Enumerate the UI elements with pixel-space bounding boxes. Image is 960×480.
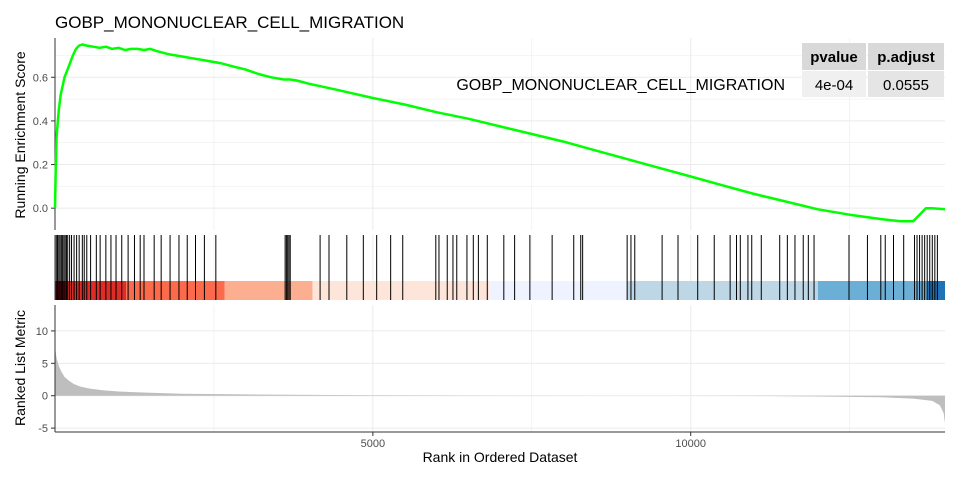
rank-gradient-band [312, 281, 490, 300]
rank-gradient-bar [55, 281, 945, 300]
padjust-header-cell [868, 43, 944, 70]
metric-y-tick-label: -5 [38, 423, 48, 435]
x-tick-label: 5000 [361, 438, 385, 450]
rank-gradient-band [224, 281, 313, 300]
x-tick-label: 10000 [675, 438, 706, 450]
metric-area [55, 347, 945, 424]
ranked-metric-area [55, 347, 945, 424]
enrichment-series [53, 43, 946, 223]
gene-set-label: GOBP_MONONUCLEAR_CELL_MIGRATION [456, 77, 785, 94]
x-axis-ticks: 5000 10000 [361, 432, 706, 450]
rank-gradient-band [489, 281, 628, 300]
enrichment-y-tick-label: 0.4 [33, 116, 48, 128]
enrichment-score-panel: 0.0 0.2 0.4 0.6 Running Enrichment Score GO… [12, 38, 946, 230]
padjust-value: 0.0555 [883, 77, 929, 94]
metric-axes: -5 0 5 10 [36, 305, 945, 435]
pvalue-header: pvalue [810, 49, 858, 66]
pvalue-value: 4e-04 [815, 77, 853, 94]
metric-y-tick-label: 5 [42, 358, 48, 370]
ranked-metric-panel: -5 0 5 10 Ranked List Metric 5000 10000 Rank… [12, 305, 945, 465]
metric-y-tick-label: 10 [36, 326, 48, 338]
rank-gradient-band [927, 281, 945, 300]
x-axis-label: Rank in Ordered Dataset [423, 449, 578, 465]
enrichment-y-axis-label: Running Enrichment Score [12, 51, 28, 219]
hits-grid [213, 235, 850, 281]
pvalue-header-cell [802, 43, 866, 70]
padjust-value-cell [868, 71, 944, 97]
running-enrichment-score-line [53, 43, 946, 223]
enrichment-grid [55, 38, 945, 230]
enrichment-y-tick-label: 0.0 [33, 203, 48, 215]
enrichment-y-tick-label: 0.2 [33, 160, 48, 172]
pvalue-value-cell [802, 71, 866, 97]
metric-grid [55, 305, 945, 432]
enrichment-axes: 0.0 0.2 0.4 0.6 [33, 38, 56, 230]
stats-table: pvalue p.adjust 4e-04 0.0555 [802, 43, 944, 97]
padjust-header: p.adjust [877, 49, 935, 66]
metric-y-tick-label: 0 [42, 391, 48, 403]
rank-gradient-band [126, 281, 225, 300]
plot-title: GOBP_MONONUCLEAR_CELL_MIGRATION [55, 13, 404, 32]
gene-hits-panel [54, 235, 945, 300]
gene-hit-marks [55, 235, 938, 300]
metric-y-axis-label: Ranked List Metric [12, 310, 28, 426]
enrichment-y-tick-label: 0.6 [33, 72, 48, 84]
rank-gradient-band [627, 281, 818, 300]
rank-gradient-band [817, 281, 928, 300]
